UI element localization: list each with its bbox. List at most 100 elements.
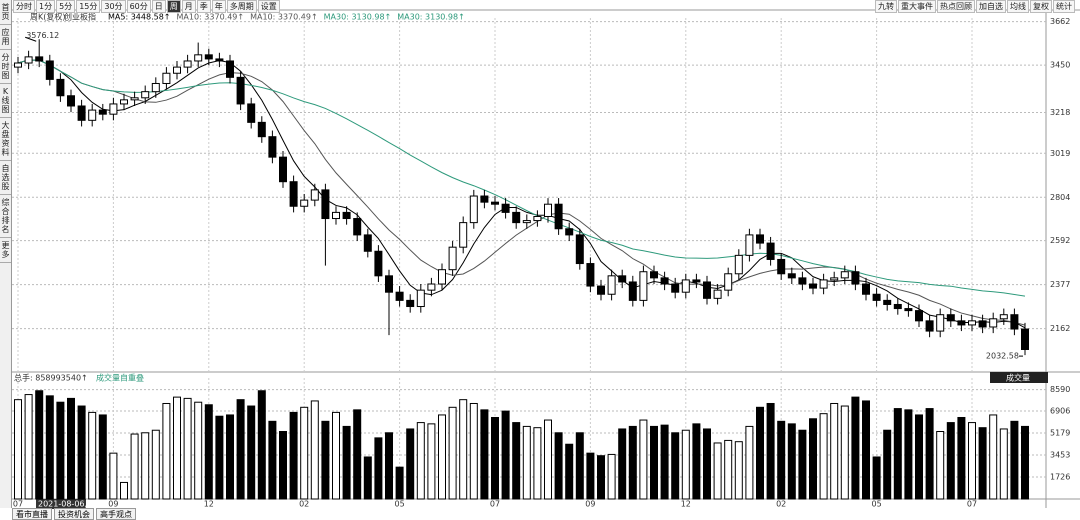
cursor-date: 2021-08-06,五 bbox=[38, 500, 95, 509]
volume-menu-box bbox=[990, 372, 1048, 383]
volume-bar bbox=[597, 455, 605, 500]
volume-bar bbox=[681, 429, 690, 500]
candle-body bbox=[151, 82, 160, 93]
volume-bar bbox=[332, 411, 340, 500]
volume-tick-label: 3453 bbox=[1050, 451, 1070, 460]
side-tab[interactable]: 应用 bbox=[0, 25, 11, 50]
side-tab[interactable]: K线图 bbox=[0, 84, 11, 118]
tool-button[interactable]: 重大事件 bbox=[898, 0, 936, 13]
tool-button[interactable]: 热点回顾 bbox=[937, 0, 975, 13]
volume-bar bbox=[300, 406, 309, 500]
candle-body bbox=[703, 281, 711, 299]
period-button[interactable]: 日 bbox=[151, 0, 166, 13]
side-tab[interactable]: 首页 bbox=[0, 0, 11, 25]
candle-body bbox=[650, 271, 658, 279]
volume-bar bbox=[978, 427, 987, 500]
candle-body bbox=[1010, 314, 1019, 330]
period-button[interactable]: 60分 bbox=[126, 0, 151, 13]
y-tick-label: 3218 bbox=[1050, 108, 1070, 117]
tool-button[interactable]: 复权 bbox=[1030, 0, 1052, 13]
period-button[interactable]: 设置 bbox=[257, 0, 280, 13]
period-button[interactable]: 多周期 bbox=[226, 0, 257, 13]
volume-bar bbox=[501, 410, 510, 500]
side-tab[interactable]: 分时图 bbox=[0, 50, 11, 84]
x-tick-label: 09 bbox=[585, 500, 595, 509]
volume-bar bbox=[416, 422, 425, 500]
bottom-tab[interactable]: 看市直播 bbox=[12, 508, 52, 520]
side-tab[interactable]: 更多 bbox=[0, 238, 11, 263]
tool-button[interactable]: 加自选 bbox=[976, 0, 1006, 13]
volume-bar bbox=[533, 427, 542, 500]
volume-bar bbox=[109, 452, 118, 500]
cursor-date-box bbox=[36, 499, 86, 509]
candle-body bbox=[607, 275, 616, 295]
x-tick-label: 02 bbox=[299, 500, 309, 509]
tool-toolbar: 九转 重大事件 热点回顾 加自选 均线 复权 统计 bbox=[875, 0, 1076, 13]
period-button[interactable]: 季 bbox=[196, 0, 211, 13]
volume-bar bbox=[236, 399, 245, 500]
candle-body bbox=[141, 91, 150, 99]
period-button[interactable]: 分时 bbox=[13, 0, 35, 13]
volume-bar bbox=[194, 401, 203, 500]
period-button[interactable]: 5分 bbox=[56, 0, 76, 13]
side-tab[interactable]: 大盘资料 bbox=[0, 118, 11, 161]
volume-bar bbox=[257, 390, 266, 500]
volume-bar bbox=[321, 420, 330, 500]
candle-body bbox=[851, 271, 860, 285]
volume-bar bbox=[427, 423, 436, 500]
volume-bar bbox=[279, 431, 287, 500]
candle-body bbox=[88, 109, 97, 121]
period-button[interactable]: 15分 bbox=[76, 0, 101, 13]
candle-body bbox=[522, 220, 531, 224]
period-button[interactable]: 1分 bbox=[36, 0, 56, 13]
bottom-tab[interactable]: 高手观点 bbox=[96, 508, 136, 520]
volume-bar bbox=[342, 425, 351, 500]
period-toolbar: 分时 1分 5分 15分 30分 60分日周月季年多周期 设置 bbox=[13, 0, 281, 13]
candle-body bbox=[353, 218, 362, 236]
ma-line bbox=[17, 59, 1026, 329]
x-tick-label: 05 bbox=[872, 500, 882, 509]
period-button[interactable]: 30分 bbox=[101, 0, 126, 13]
y-tick-label: 3019 bbox=[1050, 149, 1070, 158]
volume-bar bbox=[883, 429, 892, 500]
volume-bar bbox=[215, 415, 224, 500]
volume-bar bbox=[247, 405, 256, 500]
x-tick-label: 07 bbox=[490, 500, 500, 509]
candle-body bbox=[936, 314, 945, 332]
bottom-tab[interactable]: 投资机会 bbox=[54, 508, 94, 520]
candle-body bbox=[215, 58, 224, 62]
candle-body bbox=[448, 246, 457, 271]
volume-bar bbox=[999, 428, 1008, 500]
candle-body bbox=[893, 303, 902, 310]
tool-button[interactable]: 均线 bbox=[1007, 0, 1029, 13]
volume-bar bbox=[459, 399, 468, 500]
candle-body bbox=[915, 310, 923, 322]
candle-body bbox=[787, 273, 796, 279]
y-tick-label: 2162 bbox=[1050, 324, 1070, 333]
volume-bar bbox=[713, 442, 722, 500]
tool-button[interactable]: 九转 bbox=[875, 0, 897, 13]
period-button[interactable]: 年 bbox=[211, 0, 226, 13]
volume-bar bbox=[88, 411, 97, 500]
x-tick-label: 07 bbox=[967, 500, 977, 509]
ma-line bbox=[17, 59, 1026, 297]
volume-bar bbox=[798, 429, 807, 500]
candle-body bbox=[204, 54, 213, 60]
period-button[interactable]: 月 bbox=[181, 0, 196, 13]
candle-body bbox=[459, 222, 468, 248]
side-tab[interactable]: 综合排名 bbox=[0, 195, 11, 238]
tool-button[interactable]: 统计 bbox=[1053, 0, 1075, 13]
volume-bar bbox=[130, 433, 139, 500]
candle-body bbox=[798, 277, 807, 285]
side-tab[interactable]: 自选股 bbox=[0, 161, 11, 195]
period-button[interactable]: 周 bbox=[166, 0, 181, 13]
volume-bar bbox=[491, 416, 499, 500]
volume-bar bbox=[787, 423, 796, 500]
candle-body bbox=[809, 283, 817, 289]
volume-bar bbox=[851, 396, 860, 500]
volume-bar bbox=[1021, 425, 1029, 500]
candle-body bbox=[162, 72, 171, 84]
candle-body bbox=[554, 203, 563, 230]
candle-body bbox=[480, 195, 489, 203]
candle-body bbox=[56, 78, 65, 97]
